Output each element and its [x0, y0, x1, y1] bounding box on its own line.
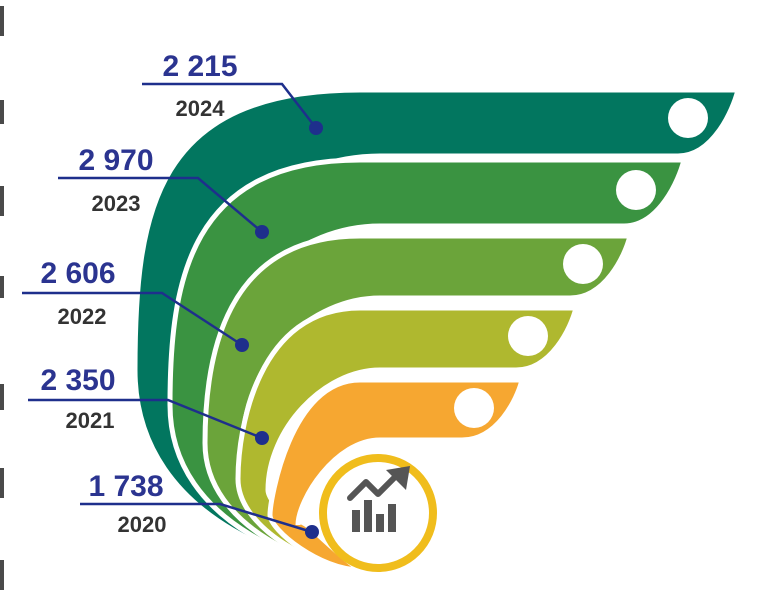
category-label-year: 2023: [92, 191, 141, 216]
data-label-value: 2 215: [162, 50, 237, 83]
category-label-year: 2021: [66, 408, 115, 433]
data-label-value: 1 738: [88, 470, 163, 503]
leader-line: [58, 176, 263, 233]
label-group-2021: 2 350 2021: [28, 364, 269, 445]
data-label-value: 2 606: [40, 257, 115, 290]
edge-mark: [0, 186, 4, 216]
data-labels: 2 215 2024 2 970 2023 2 606 2022 2 350 2021 1 73…: [22, 50, 323, 539]
band-end-circle: [563, 244, 603, 284]
data-label-value: 2 350: [40, 364, 115, 397]
category-label-year: 2024: [176, 96, 226, 121]
leader-dot: [235, 338, 249, 352]
category-label-year: 2022: [58, 304, 107, 329]
band-end-circle: [454, 388, 494, 428]
label-group-2023: 2 970 2023: [58, 144, 269, 239]
edge-mark: [0, 560, 4, 590]
leader-line: [142, 82, 317, 129]
growth-chart-icon: [347, 466, 410, 532]
label-group-2022: 2 606 2022: [22, 257, 249, 352]
wing-bands: [132, 87, 742, 573]
edge-mark: [0, 468, 4, 498]
edge-mark: [0, 6, 4, 36]
leader-line: [28, 398, 263, 440]
center-badge: [319, 454, 437, 572]
center-ring: [319, 454, 437, 572]
leader-line: [80, 502, 313, 534]
data-label-value: 2 970: [78, 144, 153, 177]
edge-mark: [0, 100, 4, 124]
leader-dot: [255, 431, 269, 445]
leader-line: [22, 291, 243, 347]
edge-mark: [0, 276, 4, 298]
band-end-circle: [508, 316, 548, 356]
edge-mark: [0, 384, 4, 410]
band-end-circle: [668, 98, 708, 138]
leader-dot: [305, 525, 319, 539]
leader-dot: [309, 121, 323, 135]
leader-dot: [255, 225, 269, 239]
category-label-year: 2020: [118, 512, 167, 537]
label-group-2020: 1 738 2020: [80, 470, 319, 539]
label-group-2024: 2 215 2024: [142, 50, 323, 135]
band-end-circle: [616, 170, 656, 210]
left-edge-marks: [0, 6, 4, 590]
